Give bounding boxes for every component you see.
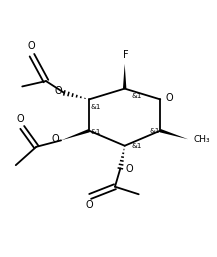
Text: O: O — [125, 164, 133, 174]
Text: &1: &1 — [91, 128, 101, 134]
Text: &1: &1 — [131, 93, 141, 99]
Polygon shape — [123, 64, 126, 89]
Text: F: F — [123, 50, 128, 60]
Text: O: O — [55, 86, 62, 96]
Text: O: O — [51, 134, 59, 144]
Text: O: O — [166, 93, 173, 103]
Text: O: O — [85, 200, 93, 210]
Text: &1: &1 — [150, 128, 160, 134]
Polygon shape — [61, 129, 90, 140]
Text: CH₃: CH₃ — [194, 135, 210, 144]
Text: O: O — [27, 41, 35, 51]
Text: O: O — [16, 114, 24, 124]
Text: &1: &1 — [131, 143, 141, 149]
Polygon shape — [160, 129, 188, 139]
Text: &1: &1 — [90, 104, 100, 110]
